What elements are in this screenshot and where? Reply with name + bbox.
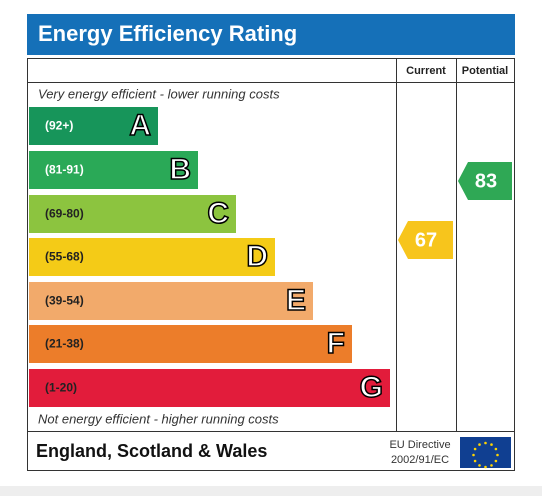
directive-line: EU Directive (389, 439, 450, 451)
eu-flag (460, 437, 511, 468)
band-range: (39-54) (45, 294, 84, 308)
band-letter: F (327, 327, 345, 360)
band-bar (29, 195, 236, 233)
band-range: (81-91) (45, 163, 84, 177)
band-bar (29, 369, 390, 407)
potential-score: 83 (475, 170, 497, 192)
band-letter: D (246, 240, 268, 273)
current-score: 67 (415, 229, 437, 251)
potential-arrow (458, 162, 512, 200)
band-range: (92+) (45, 119, 73, 133)
eu-stars (472, 441, 499, 469)
band-range: (21-38) (45, 337, 84, 351)
band-bar (29, 238, 275, 276)
bottom-strip (0, 486, 542, 496)
band-letter: A (129, 109, 151, 142)
current-arrow (398, 221, 453, 259)
bottom-note: Not energy efficient - higher running co… (38, 411, 279, 426)
title: Energy Efficiency Rating (38, 21, 297, 46)
directive-line: 2002/91/EC (391, 454, 449, 466)
band-bar (29, 282, 313, 320)
bands: (92+) A (81-91) B (69-80) C (55-68) D (39-54) E (2… (29, 107, 390, 407)
band-letter: E (286, 284, 306, 317)
column-header: Current (406, 65, 446, 77)
band-range: (1-20) (45, 381, 77, 395)
band-letter: G (360, 371, 383, 404)
band-letter: B (169, 153, 191, 186)
band-range: (55-68) (45, 250, 84, 264)
band-bar (29, 107, 158, 145)
band-range: (69-80) (45, 207, 84, 221)
top-note: Very energy efficient - lower running co… (38, 86, 280, 101)
band-bar (29, 151, 198, 189)
band-letter: C (207, 197, 229, 230)
frame (27, 58, 515, 471)
column-header: Potential (462, 65, 508, 77)
region: England, Scotland & Wales (36, 441, 267, 461)
title-bar (27, 14, 515, 55)
band-bar (29, 325, 352, 363)
